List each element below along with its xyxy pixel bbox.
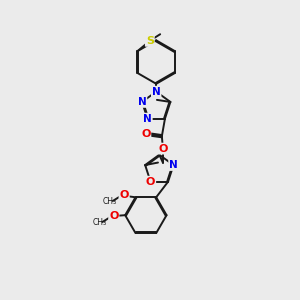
Text: N: N bbox=[152, 87, 161, 97]
Text: N: N bbox=[169, 160, 178, 170]
Text: O: O bbox=[158, 144, 168, 154]
Text: O: O bbox=[119, 190, 129, 200]
Text: O: O bbox=[146, 177, 155, 187]
Text: CH₃: CH₃ bbox=[93, 218, 107, 227]
Text: S: S bbox=[146, 36, 154, 46]
Text: N: N bbox=[143, 114, 152, 124]
Text: O: O bbox=[141, 129, 150, 139]
Text: CH₃: CH₃ bbox=[103, 197, 117, 206]
Text: O: O bbox=[109, 211, 119, 221]
Text: N: N bbox=[138, 97, 146, 107]
